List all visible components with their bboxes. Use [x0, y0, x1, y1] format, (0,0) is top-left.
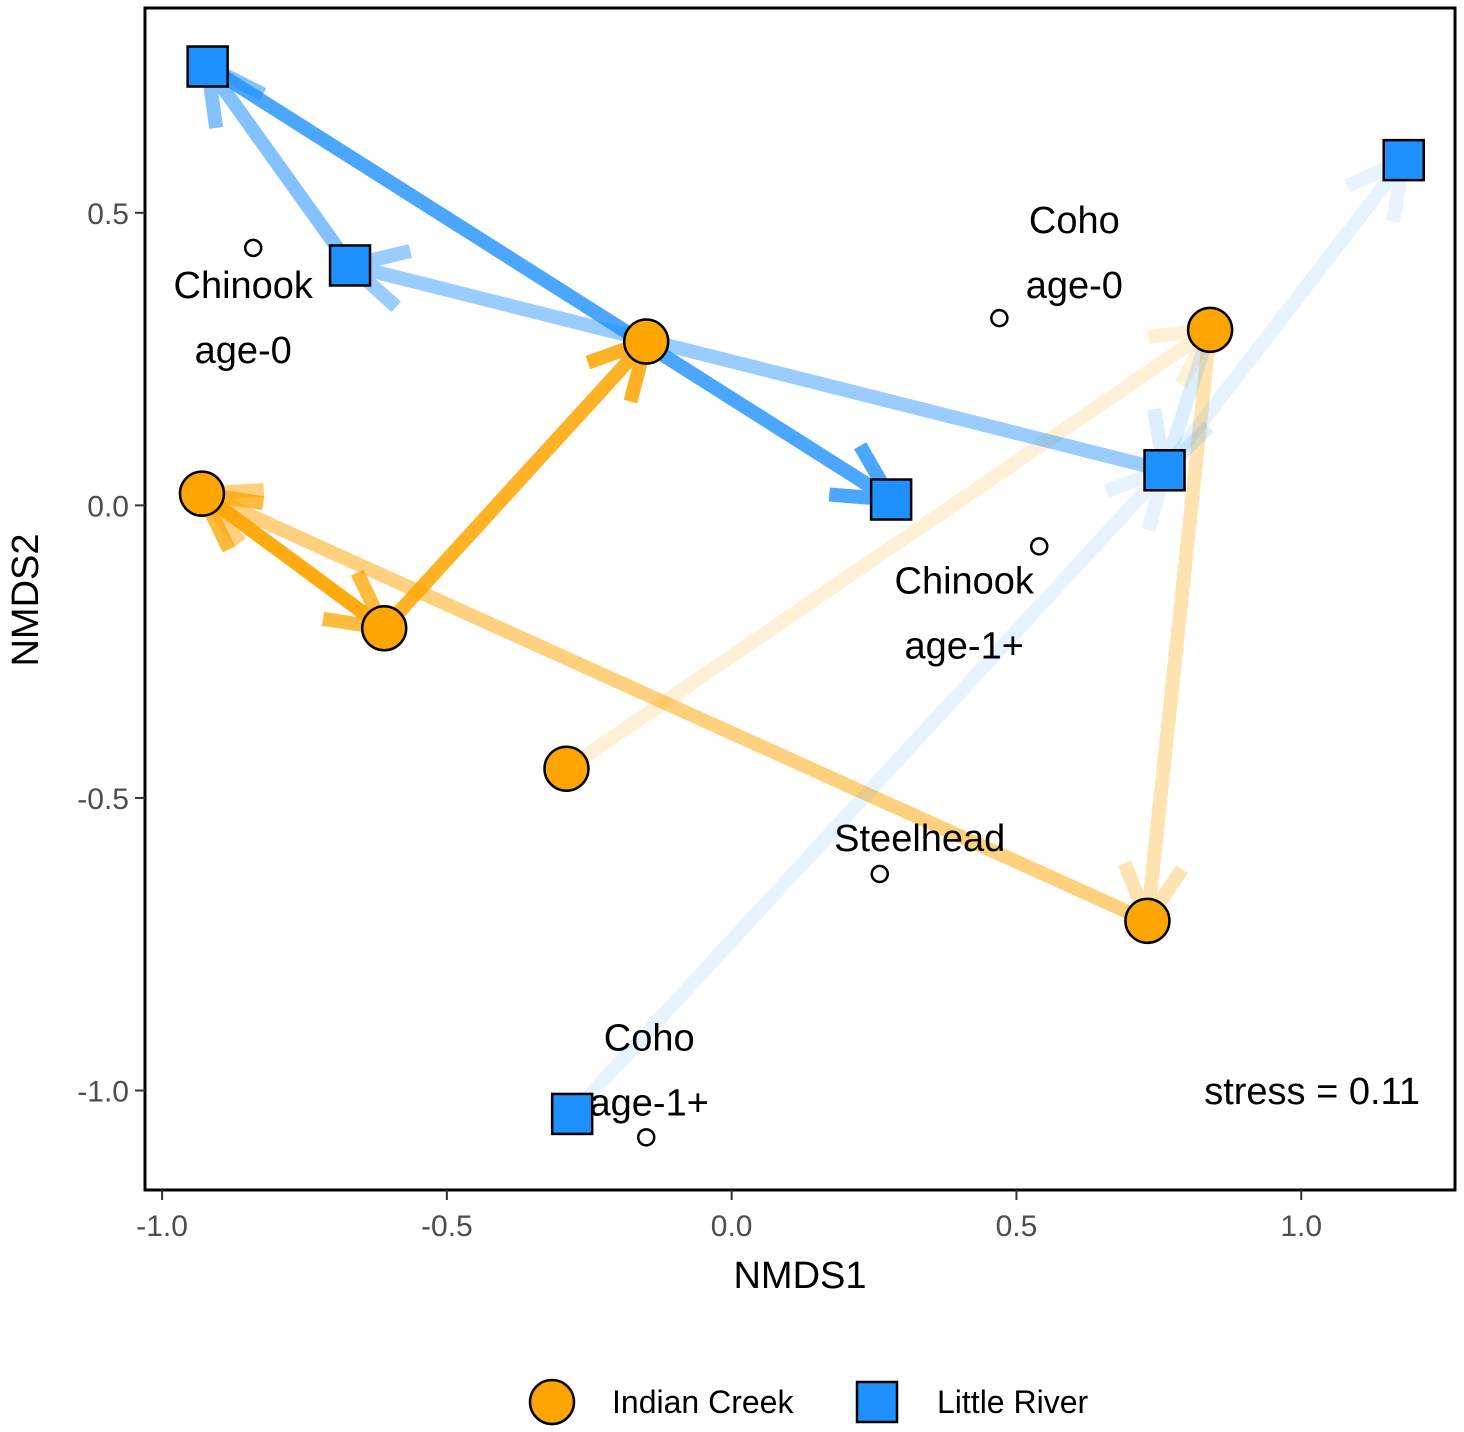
x-tick-label: 0.0	[711, 1210, 753, 1243]
indian-creek-point	[1186, 306, 1234, 354]
species-point	[990, 308, 1009, 328]
species-label: Chinook	[895, 560, 1035, 602]
arrow-shaft	[197, 488, 389, 634]
species-label: Chinook	[174, 265, 314, 307]
y-tick-label: 0.0	[87, 490, 129, 523]
indian-creek-point	[622, 318, 670, 365]
species-label: Coho	[1029, 200, 1120, 242]
legend-label: Indian Creek	[612, 1384, 794, 1420]
legend: Indian Creek Little River	[528, 1378, 1089, 1426]
arrow-shaft	[1157, 327, 1217, 473]
species-label: age-1+	[905, 625, 1024, 667]
arrow-shaft	[567, 465, 1170, 1119]
y-axis: -1.0 -0.5 0.0 0.5	[77, 198, 145, 1109]
arrow-shaft	[199, 487, 1151, 928]
indian-creek-arrow	[379, 334, 653, 633]
stress-annotation: stress = 0.11	[1204, 1071, 1420, 1113]
species-point	[243, 238, 263, 258]
indian-creek-arrow	[196, 483, 1151, 928]
y-axis-title: NMDS2	[5, 533, 47, 666]
arrow-shaft	[348, 258, 1167, 478]
legend-key-indian-creek	[528, 1378, 576, 1426]
arrow-shaft	[201, 62, 356, 270]
species-label: Coho	[604, 1017, 695, 1059]
indian-creek-point	[1124, 897, 1171, 945]
points-layer	[178, 45, 1425, 1136]
indian-creek-point	[178, 470, 226, 517]
little-river-arrow	[200, 60, 356, 270]
x-tick-label: 0.5	[996, 1210, 1038, 1243]
species-point	[636, 1128, 656, 1147]
species-point	[870, 864, 889, 884]
arrow-shaft	[1140, 329, 1218, 922]
plot-panel-border	[143, 6, 1457, 1192]
little-river-point	[328, 244, 372, 287]
little-river-point	[186, 45, 229, 88]
little-river-point	[1382, 138, 1425, 182]
species-point	[1029, 537, 1049, 556]
indian-creek-point	[360, 605, 408, 652]
y-tick-label: -0.5	[77, 783, 129, 816]
species-label: age-1+	[590, 1082, 709, 1124]
arrows-layer	[195, 60, 1411, 1119]
species-label: age-0	[195, 330, 292, 372]
little-river-point	[1143, 449, 1186, 492]
arrow-shaft	[379, 336, 652, 633]
y-tick-label: 0.5	[87, 198, 129, 231]
species-layer: Chinook age-0 Coho age-0 Chinook age-1+ Steelh…	[174, 200, 1123, 1147]
x-tick-label: -1.0	[136, 1210, 188, 1243]
little-river-point	[869, 478, 913, 521]
indian-creek-point	[543, 745, 590, 792]
arrow-shaft	[203, 60, 895, 506]
species-label: Steelhead	[834, 818, 1005, 860]
legend-label: Little River	[937, 1384, 1089, 1420]
x-axis-title: NMDS1	[733, 1255, 866, 1297]
little-river-point	[550, 1092, 594, 1136]
arrow-shaft	[562, 324, 1215, 775]
x-axis: -1.0 -0.5 0.0 0.5 1.0	[136, 1190, 1322, 1243]
x-tick-label: -0.5	[421, 1210, 473, 1243]
legend-key-little-river	[855, 1380, 899, 1424]
x-tick-label: 1.0	[1280, 1210, 1322, 1243]
species-label: age-0	[1026, 265, 1123, 307]
arrow-shaft	[1158, 155, 1410, 475]
y-tick-label: -1.0	[77, 1076, 129, 1109]
